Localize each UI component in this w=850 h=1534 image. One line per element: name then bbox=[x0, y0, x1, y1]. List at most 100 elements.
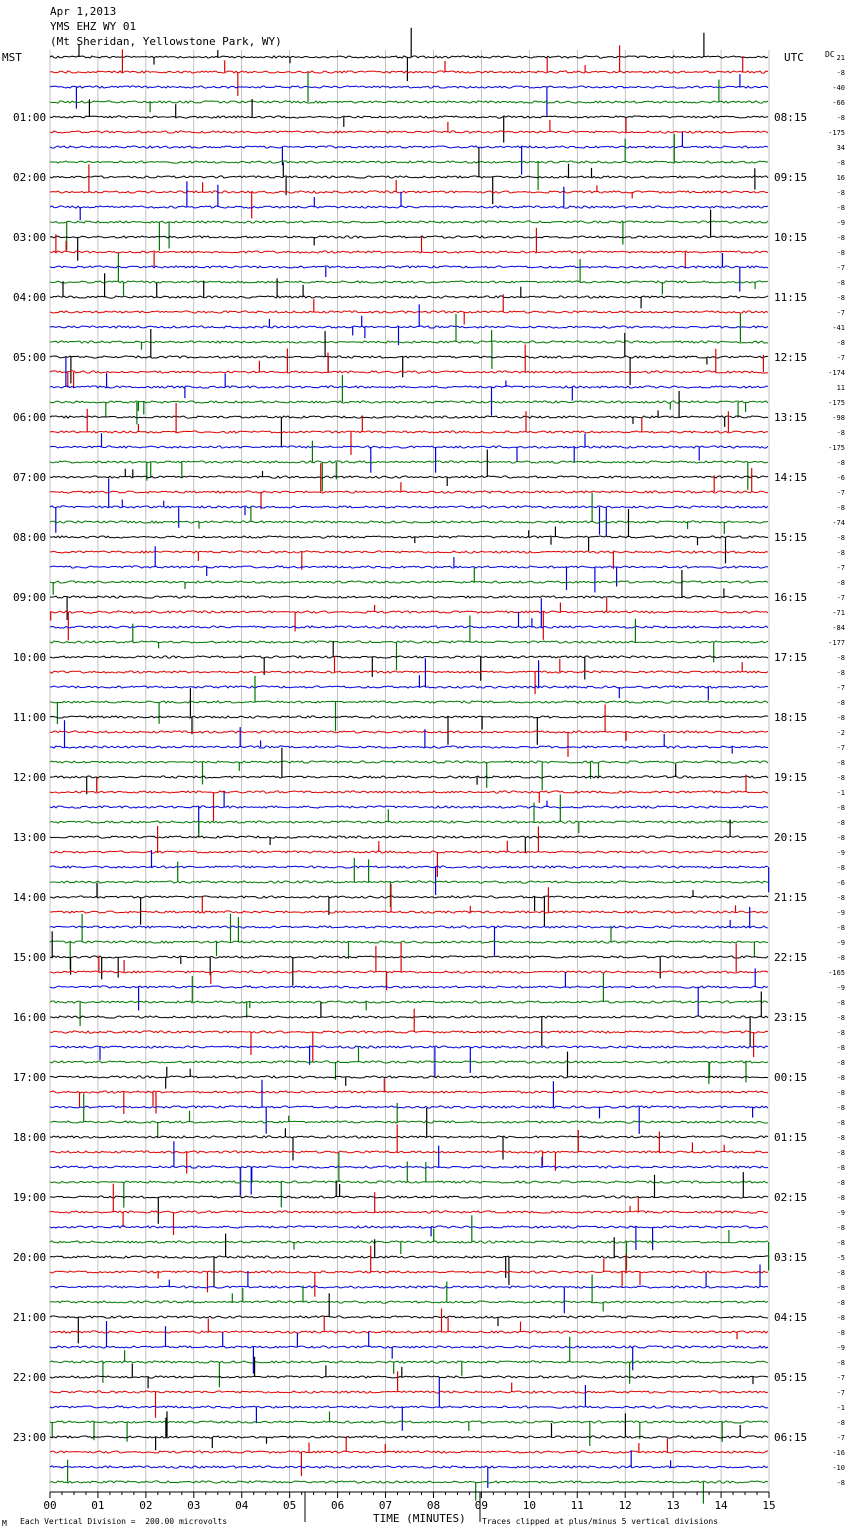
hour-label-left: 20:00 bbox=[13, 1251, 46, 1264]
hour-label-left: 02:00 bbox=[13, 171, 46, 184]
seismic-trace bbox=[49, 145, 769, 149]
dc-offset-label: -8 bbox=[837, 1014, 845, 1022]
x-axis-tick-label: 07 bbox=[379, 1499, 392, 1512]
hour-label-left: 19:00 bbox=[13, 1191, 46, 1204]
seismic-trace bbox=[49, 280, 769, 284]
dc-offset-label: -8 bbox=[837, 654, 845, 662]
x-axis-tick-label: 12 bbox=[619, 1499, 632, 1512]
dc-offset-label: -74 bbox=[832, 519, 845, 527]
x-axis-tick-label: 02 bbox=[139, 1499, 152, 1512]
hour-label-left: 07:00 bbox=[13, 471, 46, 484]
seismic-trace bbox=[49, 1420, 769, 1424]
x-axis-tick-label: 10 bbox=[523, 1499, 536, 1512]
seismic-trace bbox=[49, 670, 769, 674]
hour-label-left: 12:00 bbox=[13, 771, 46, 784]
seismic-trace bbox=[49, 1270, 769, 1274]
hour-label-left: 05:00 bbox=[13, 351, 46, 364]
hour-label-left: 16:00 bbox=[13, 1011, 46, 1024]
header-location: (Mt Sheridan, Yellowstone Park, WY) bbox=[50, 35, 282, 48]
dc-offset-label: -8 bbox=[837, 1089, 845, 1097]
dc-offset-label: -9 bbox=[837, 1209, 845, 1217]
dc-offset-label: -1 bbox=[837, 789, 845, 797]
hour-label-left: 01:00 bbox=[13, 111, 46, 124]
seismic-trace bbox=[49, 460, 769, 464]
hour-label-right: 12:15 bbox=[774, 351, 807, 364]
dc-offset-label: -8 bbox=[837, 1329, 845, 1337]
dc-offset-label: -8 bbox=[837, 1479, 845, 1487]
seismic-trace bbox=[49, 775, 769, 779]
hour-label-right: 02:15 bbox=[774, 1191, 807, 1204]
seismic-trace bbox=[50, 745, 768, 749]
seismic-trace bbox=[49, 925, 769, 929]
hour-label-right: 16:15 bbox=[774, 591, 807, 604]
dc-offset-label: -8 bbox=[837, 1269, 845, 1277]
dc-offset-label: -8 bbox=[837, 249, 845, 257]
dc-offset-label: -177 bbox=[828, 639, 845, 647]
hour-label-right: 08:15 bbox=[774, 111, 807, 124]
seismic-trace bbox=[50, 1120, 768, 1124]
seismic-trace bbox=[49, 370, 769, 374]
dc-offset-label: -8 bbox=[837, 279, 845, 287]
dc-offset-label: -8 bbox=[837, 1149, 845, 1157]
dc-offset-label: -2 bbox=[837, 729, 845, 737]
seismic-trace bbox=[49, 415, 769, 419]
dc-offset-label: -8 bbox=[837, 114, 845, 122]
seismic-trace bbox=[49, 85, 769, 89]
seismic-trace bbox=[49, 730, 769, 734]
dc-offset-label: -165 bbox=[828, 969, 845, 977]
corner-mark: M bbox=[2, 1519, 7, 1528]
seismic-trace bbox=[49, 550, 769, 554]
dc-offset-label: -7 bbox=[837, 564, 845, 572]
seismic-trace bbox=[49, 1300, 769, 1304]
dc-offset-label: -8 bbox=[837, 1029, 845, 1037]
hour-label-right: 05:15 bbox=[774, 1371, 807, 1384]
dc-offset-label: -8 bbox=[837, 1074, 845, 1082]
clip-note: Traces clipped at plus/minus 5 vertical … bbox=[482, 1517, 719, 1526]
dc-offset-label: -9 bbox=[837, 219, 845, 227]
dc-offset-label: -8 bbox=[837, 699, 845, 707]
dc-offset-label: -8 bbox=[837, 429, 845, 437]
dc-offset-label: -6 bbox=[837, 879, 845, 887]
hour-label-right: 20:15 bbox=[774, 831, 807, 844]
dc-offset-label: -7 bbox=[837, 1434, 845, 1442]
seismic-trace bbox=[49, 160, 769, 164]
seismic-trace bbox=[49, 970, 769, 974]
seismic-trace bbox=[49, 1240, 769, 1244]
seismic-trace bbox=[49, 1015, 769, 1019]
seismic-trace bbox=[49, 625, 769, 629]
dc-offset-label: -8 bbox=[837, 579, 845, 587]
seismic-trace bbox=[49, 355, 768, 359]
seismic-trace bbox=[49, 1180, 769, 1184]
seismic-trace bbox=[49, 880, 769, 884]
hour-label-right: 13:15 bbox=[774, 411, 807, 424]
dc-offset-label: -8 bbox=[837, 999, 845, 1007]
hour-label-right: 11:15 bbox=[774, 291, 807, 304]
hour-label-left: 06:00 bbox=[13, 411, 46, 424]
dc-offset-label: -8 bbox=[837, 534, 845, 542]
hour-label-left: 10:00 bbox=[13, 651, 46, 664]
x-axis-tick-label: 15 bbox=[762, 1499, 775, 1512]
hour-label-left: 23:00 bbox=[13, 1431, 46, 1444]
seismic-trace bbox=[49, 70, 769, 74]
seismic-trace bbox=[49, 100, 769, 104]
seismic-trace bbox=[49, 1360, 769, 1364]
seismic-trace bbox=[49, 520, 769, 524]
hour-label-left: 17:00 bbox=[13, 1071, 46, 1084]
hour-label-right: 19:15 bbox=[774, 771, 807, 784]
seismic-trace bbox=[49, 820, 769, 824]
dc-offset-label: -8 bbox=[837, 1284, 845, 1292]
dc-offset-label: -9 bbox=[837, 849, 845, 857]
seismic-trace bbox=[49, 1075, 769, 1079]
seismic-trace bbox=[49, 340, 769, 344]
seismic-trace bbox=[49, 385, 769, 389]
seismic-trace bbox=[49, 715, 769, 719]
dc-offset-label: -7 bbox=[837, 489, 845, 497]
dc-offset-label: -8 bbox=[837, 234, 845, 242]
dc-offset-label: -8 bbox=[837, 804, 845, 812]
seismic-trace bbox=[49, 835, 769, 839]
dc-offset-label: -8 bbox=[837, 714, 845, 722]
hour-label-left: 09:00 bbox=[13, 591, 46, 604]
seismic-trace bbox=[49, 265, 769, 269]
dc-offset-label: -8 bbox=[837, 774, 845, 782]
dc-offset-label: -8 bbox=[837, 1059, 845, 1067]
